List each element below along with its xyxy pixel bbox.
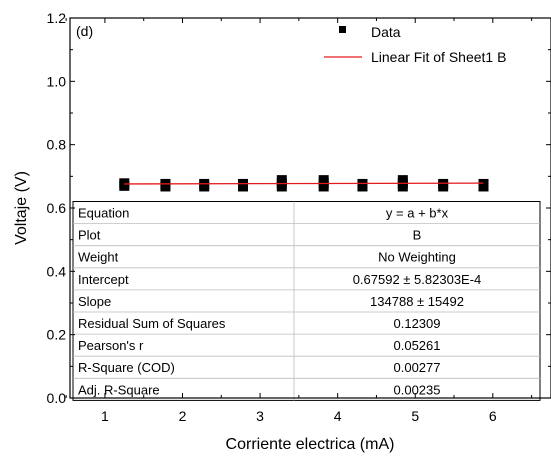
- y-tick-label: 1.0: [47, 73, 67, 89]
- data-point: [276, 175, 287, 186]
- table-row-value: y = a + b*x: [386, 206, 449, 221]
- data-point: [397, 175, 408, 186]
- table-row-value: B: [413, 228, 422, 243]
- table-row-value: 0.12309: [394, 316, 441, 331]
- data-point: [478, 178, 489, 189]
- y-axis-label: Voltaje (V): [13, 171, 30, 245]
- table-border: [72, 201, 541, 401]
- x-tick-label: 3: [256, 408, 264, 424]
- table-row-label: R-Square (COD): [78, 360, 175, 375]
- legend-marker-data: [339, 26, 346, 33]
- table-row-value: 134788 ± 15492: [370, 294, 464, 309]
- plot-marks: [119, 175, 489, 192]
- fit-results-table: Equation y = a + b*x Plot B Weight No Weighti…: [72, 201, 541, 401]
- legend-label-data: Data: [371, 24, 401, 40]
- y-tick-label: 0.0: [47, 390, 67, 406]
- x-axis-label: Corriente electrica (mA): [226, 436, 395, 453]
- table-row-label: Pearson's r: [78, 338, 144, 353]
- x-tick-label: 4: [334, 408, 342, 424]
- x-tick-label: 6: [489, 408, 497, 424]
- table-row-label: Adj. R-Square: [78, 382, 160, 397]
- table-row-label: Residual Sum of Squares: [78, 316, 226, 331]
- x-tick-label: 2: [179, 408, 187, 424]
- data-point: [318, 175, 329, 186]
- legend: Data Linear Fit of Sheet1 B: [324, 24, 506, 65]
- table-row-label: Plot: [78, 228, 101, 243]
- y-tick-label: 1.2: [47, 10, 67, 26]
- table-row-label: Equation: [78, 206, 129, 221]
- panel-label: (d): [76, 23, 93, 39]
- fit-line: [124, 182, 484, 185]
- x-tick-label: 1: [101, 408, 109, 424]
- y-tick-label: 0.4: [47, 263, 67, 279]
- x-tick-label: 5: [411, 408, 419, 424]
- table-row-label: Intercept: [78, 272, 129, 287]
- table-row-value: 0.00235: [394, 382, 441, 397]
- data-point: [438, 178, 449, 189]
- y-tick-label: 0.2: [47, 327, 67, 343]
- table-row-label: Weight: [78, 250, 119, 265]
- table-row-value: 0.67592 ± 5.82303E-4: [353, 272, 482, 287]
- y-tick-label: 0.8: [47, 137, 67, 153]
- legend-label-fit: Linear Fit of Sheet1 B: [371, 49, 506, 65]
- table-row-label: Slope: [78, 294, 111, 309]
- table-row-value: 0.05261: [394, 338, 441, 353]
- table-row-value: 0.00277: [394, 360, 441, 375]
- y-tick-label: 0.6: [47, 200, 67, 216]
- table-row-value: No Weighting: [378, 250, 456, 265]
- axes: 0.0 0.2 0.4 0.6 0.8 1.0 1.2 1 2 3 4 5 6: [47, 10, 551, 424]
